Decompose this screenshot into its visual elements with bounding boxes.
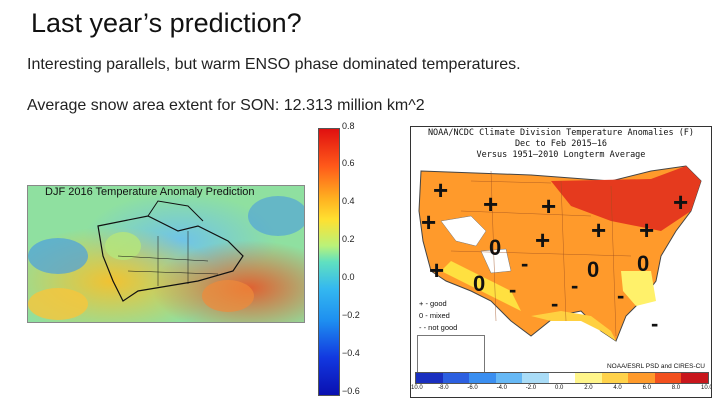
credit-text: NOAA/ESRL PSD and CIRES-CU [606,363,705,370]
mixed-marker: 0 [473,271,486,296]
color-scale-label: 4.0 [613,385,622,391]
color-scale [415,372,709,384]
fine-print-box [417,335,485,373]
prediction-map-graphic [28,186,304,322]
mixed-marker: 0 [489,235,502,260]
color-scale-label: -10.0 [410,385,423,391]
colorbar-tick: −0.6 [342,386,360,396]
colorbar-tick: 0.8 [342,121,355,131]
observed-map-figure: NOAA/NCDC Climate Division Temperature A… [410,126,712,398]
color-scale-label: 2.0 [584,385,593,391]
good-marker: + [639,215,655,245]
observed-map-title-3: Versus 1951–2010 Longterm Average [476,150,646,160]
mixed-marker: 0 [637,251,650,276]
color-scale-swatch [628,373,655,383]
legend-mixed: 0 - mixed [419,311,450,320]
colorbar-tick: 0.0 [342,272,355,282]
color-scale-swatch [654,373,682,383]
colorbar-tick: −0.2 [342,310,360,320]
not-good-marker: - [571,273,579,298]
prediction-map [27,185,305,323]
color-scale-swatch [601,373,629,383]
mixed-marker: 0 [587,257,600,282]
color-scale-label: 10.0 [701,385,712,391]
color-scale-swatch [575,373,602,383]
observed-map-title-1: NOAA/NCDC Climate Division Temperature A… [427,128,695,138]
colorbar-tick: −0.4 [342,348,360,358]
slide-text-line-2: Average snow area extent for SON: 12.313… [27,97,425,114]
slide-text-line-1: Interesting parallels, but warm ENSO pha… [27,56,521,73]
color-scale-swatch [548,373,576,383]
colorbar-tick: 0.2 [342,234,355,244]
good-marker: + [433,175,449,205]
observed-map-graphic [418,165,702,342]
color-scale-label: 6.0 [642,385,651,391]
good-marker: + [591,215,607,245]
observed-map-title-2: Dec to Feb 2015–16 [514,139,608,149]
color-scale-swatch [442,373,470,383]
prediction-colorbar [318,128,340,396]
good-marker: + [535,225,551,255]
good-marker: + [429,255,445,285]
color-scale-label: 8.0 [671,385,681,391]
color-scale-swatch [681,373,709,383]
color-scale-label: -2.0 [525,385,537,391]
color-scale-swatch [469,373,496,383]
not-good-marker: - [617,283,625,308]
not-good-marker: - [509,277,517,302]
color-scale-label: 0.0 [555,385,564,391]
slide-title: Last year’s prediction? [31,8,302,38]
legend-good: + - good [419,299,447,308]
prediction-map-title: DJF 2016 Temperature Anomaly Prediction [45,186,255,198]
good-marker: + [421,207,437,237]
color-scale-label: -8.0 [438,385,449,391]
colorbar-tick: 0.6 [342,158,355,168]
not-good-marker: - [551,291,559,316]
color-scale-swatch [495,373,523,383]
color-scale-label: -6.0 [467,385,478,391]
colorbar-tick: 0.4 [342,196,355,206]
not-good-marker: - [651,311,659,336]
color-scale-label: -4.0 [496,385,507,391]
good-marker: + [483,189,499,219]
color-scale-swatch [522,373,549,383]
color-scale-swatch [416,373,443,383]
not-good-marker: - [521,251,529,276]
legend-not-good: - - not good [419,323,458,332]
good-marker: + [673,187,689,217]
good-marker: + [541,191,557,221]
